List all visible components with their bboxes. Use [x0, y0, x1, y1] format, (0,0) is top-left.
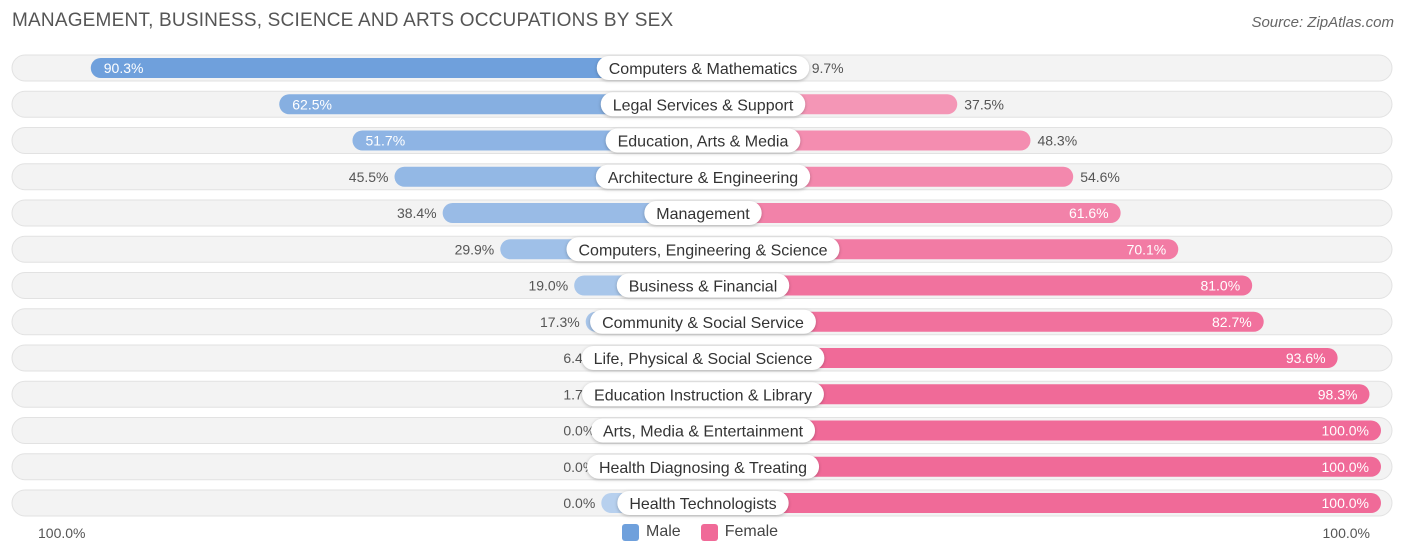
male-value-label: 62.5%	[292, 96, 332, 112]
female-value-label: 61.6%	[1069, 205, 1109, 221]
male-value-label: 29.9%	[455, 241, 495, 257]
category-label: Education Instruction & Library	[594, 387, 812, 404]
female-value-label: 54.6%	[1080, 169, 1120, 185]
female-value-label: 81.0%	[1200, 278, 1240, 294]
category-label: Life, Physical & Social Science	[594, 351, 813, 368]
legend-female: Female	[700, 523, 779, 541]
category-pill	[582, 382, 824, 407]
category-label: Management	[656, 206, 750, 223]
category-label: Health Diagnosing & Treating	[599, 460, 807, 477]
category-pill	[595, 164, 811, 189]
category-label: Health Technologists	[629, 496, 776, 513]
axis-left-label: 100.0%	[38, 525, 86, 541]
category-label: Computers, Engineering & Science	[578, 242, 827, 259]
bar-chart: 90.3% 9.7% Computers & Mathematics 62.5% 37.…	[11, 54, 1393, 517]
legend-male-swatch	[622, 523, 639, 541]
category-pill	[596, 56, 810, 80]
male-value-label: 0.0%	[563, 495, 595, 511]
female-bar	[693, 456, 1381, 477]
legend-male: Male	[622, 523, 681, 541]
legend-male-label: Male	[646, 523, 681, 540]
category-pill	[586, 454, 820, 479]
category-pill	[617, 491, 789, 515]
female-bar	[693, 203, 1121, 223]
axis-right-label: 100.0%	[1322, 525, 1370, 541]
category-label: Arts, Media & Entertainment	[603, 424, 804, 441]
female-bar	[693, 275, 1253, 296]
category-label: Legal Services & Support	[613, 97, 794, 114]
category-pill	[581, 346, 825, 370]
female-value-label: 98.3%	[1318, 386, 1358, 402]
female-bar	[693, 493, 1381, 513]
category-pill	[605, 128, 801, 153]
legend-female-label: Female	[724, 523, 779, 540]
female-bar	[693, 348, 1338, 368]
male-value-label: 90.3%	[104, 60, 144, 76]
female-value-label: 82.7%	[1212, 314, 1252, 330]
legend: Male Female	[622, 523, 798, 541]
male-value-label: 38.4%	[397, 205, 437, 221]
male-value-label: 0.0%	[563, 423, 595, 439]
female-value-label: 37.5%	[964, 96, 1004, 112]
male-value-label: 17.3%	[540, 314, 580, 330]
category-pill	[600, 92, 806, 117]
chart-title: MANAGEMENT, BUSINESS, SCIENCE AND ARTS O…	[12, 10, 674, 31]
source-note: Source: ZipAtlas.com	[1251, 14, 1394, 31]
category-label: Business & Financial	[629, 279, 778, 296]
female-value-label: 9.7%	[812, 60, 844, 76]
female-value-label: 100.0%	[1322, 495, 1369, 511]
male-value-label: 19.0%	[528, 278, 568, 294]
female-bar	[693, 311, 1264, 332]
male-value-label: 45.5%	[349, 169, 389, 185]
female-value-label: 70.1%	[1127, 241, 1167, 257]
female-bar	[693, 384, 1370, 405]
female-value-label: 100.0%	[1322, 423, 1369, 439]
male-bar	[90, 58, 714, 78]
category-pill	[616, 273, 790, 298]
category-label: Education, Arts & Media	[618, 134, 789, 151]
category-label: Community & Social Service	[602, 315, 804, 332]
male-value-label: 0.0%	[563, 459, 595, 475]
female-bar	[693, 420, 1381, 441]
category-pill	[566, 237, 840, 262]
male-value-label: 51.7%	[365, 133, 405, 149]
category-label: Computers & Mathematics	[609, 61, 798, 78]
category-label: Architecture & Engineering	[608, 170, 798, 187]
category-pill	[590, 309, 816, 334]
female-value-label: 48.3%	[1037, 133, 1077, 149]
legend-female-swatch	[700, 523, 718, 541]
female-value-label: 93.6%	[1286, 350, 1326, 366]
female-value-label: 100.0%	[1322, 459, 1369, 475]
category-pill	[644, 201, 762, 225]
category-pill	[590, 418, 816, 443]
